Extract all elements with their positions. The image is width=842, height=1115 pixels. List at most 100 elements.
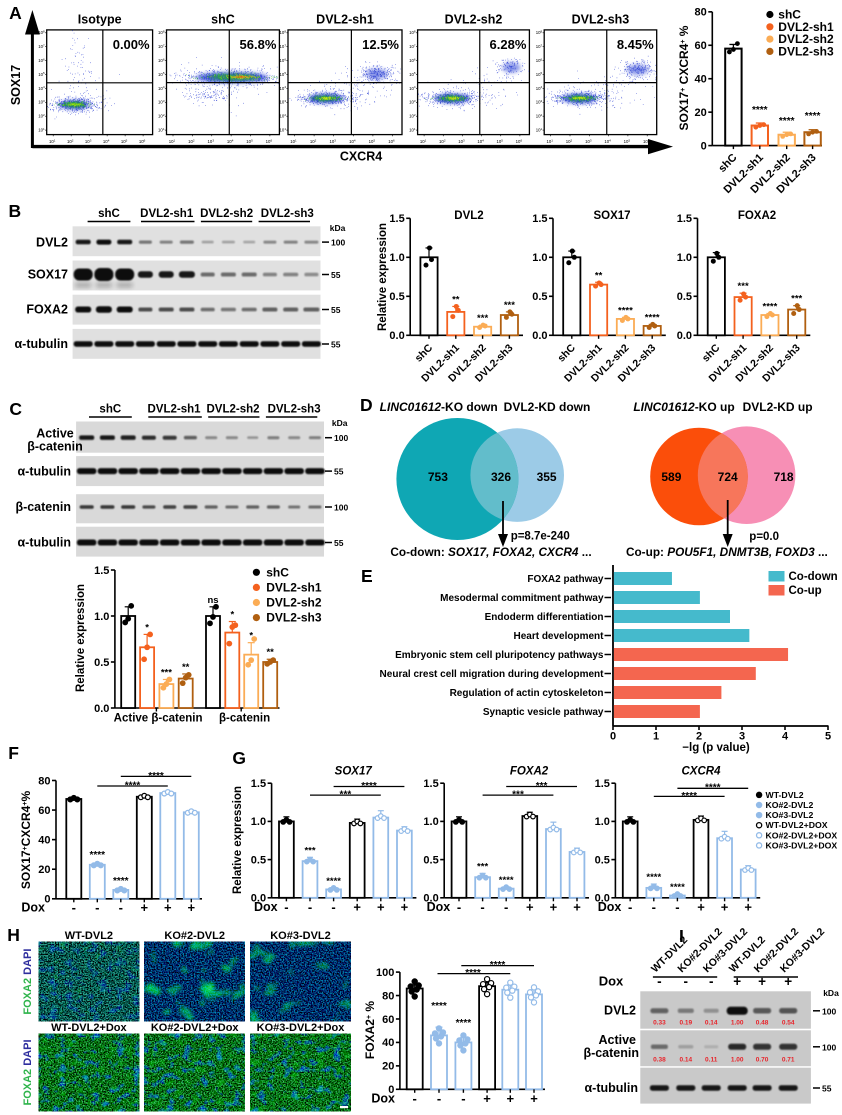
svg-text:-: - <box>657 974 662 989</box>
svg-text:105: 105 <box>158 71 165 77</box>
svg-text:103: 103 <box>536 99 543 105</box>
svg-text:0.48: 0.48 <box>756 1019 769 1026</box>
svg-text:0.11: 0.11 <box>705 1057 718 1064</box>
svg-text:105: 105 <box>121 139 128 145</box>
svg-text:+: + <box>353 900 361 915</box>
svg-text:Co-down: SOX17, FOXA2, CXCR4 .: Co-down: SOX17, FOXA2, CXCR4 ... <box>390 545 591 559</box>
svg-text:p=8.7e-240: p=8.7e-240 <box>511 531 570 543</box>
svg-text:105: 105 <box>536 71 543 77</box>
svg-text:2: 2 <box>696 731 702 743</box>
svg-text:108: 108 <box>536 30 543 36</box>
svg-text:CXCR4: CXCR4 <box>682 766 722 778</box>
svg-text:DVL2-sh3: DVL2-sh3 <box>268 404 321 416</box>
svg-text:***: *** <box>477 313 488 324</box>
svg-text:724: 724 <box>718 470 738 484</box>
svg-text:E: E <box>361 566 373 586</box>
svg-text:****: **** <box>431 1001 447 1012</box>
svg-text:108: 108 <box>38 30 45 36</box>
svg-text:106: 106 <box>516 139 523 145</box>
svg-text:Relative expression: Relative expression <box>75 584 87 692</box>
svg-text:20: 20 <box>382 1061 394 1073</box>
svg-text:Co-down: Co-down <box>789 571 838 583</box>
svg-text:102: 102 <box>158 113 165 119</box>
svg-text:FOXA2+ %: FOXA2+ % <box>363 1001 377 1059</box>
svg-text:kDa: kDa <box>332 418 348 428</box>
svg-text:5: 5 <box>825 731 831 743</box>
svg-text:****: **** <box>681 791 697 802</box>
svg-text:DVL2-sh1: DVL2-sh1 <box>147 404 201 416</box>
svg-text:Relative expression: Relative expression <box>377 223 389 331</box>
svg-text:0.5: 0.5 <box>423 854 438 866</box>
svg-text:DVL2-sh1: DVL2-sh1 <box>778 20 834 34</box>
svg-text:***: *** <box>512 790 524 801</box>
svg-text:0: 0 <box>44 894 50 906</box>
svg-text:DVL2-sh3: DVL2-sh3 <box>266 611 322 625</box>
svg-text:shC: shC <box>413 342 436 365</box>
svg-text:1.5: 1.5 <box>94 565 109 577</box>
svg-text:0.70: 0.70 <box>756 1057 769 1064</box>
svg-text:753: 753 <box>428 470 448 484</box>
svg-text:20: 20 <box>695 107 707 119</box>
svg-text:****: **** <box>90 850 106 861</box>
svg-text:3: 3 <box>739 731 745 743</box>
svg-text:100: 100 <box>376 967 394 979</box>
svg-text:Synaptic vesicle pathway: Synaptic vesicle pathway <box>483 707 604 718</box>
svg-text:1: 1 <box>653 731 659 743</box>
svg-text:103: 103 <box>38 99 45 105</box>
svg-text:****: **** <box>645 312 660 323</box>
svg-text:WT-DVL2: WT-DVL2 <box>65 930 113 942</box>
svg-text:*: * <box>145 622 149 633</box>
svg-text:****: **** <box>779 116 795 127</box>
svg-text:DVL2-sh2: DVL2-sh2 <box>200 208 253 220</box>
svg-text:0.5: 0.5 <box>595 854 610 866</box>
svg-text:104: 104 <box>349 139 356 145</box>
svg-text:589: 589 <box>661 470 681 484</box>
svg-text:0.0: 0.0 <box>423 893 438 905</box>
svg-text:103: 103 <box>158 99 165 105</box>
svg-text:DVL2-sh2: DVL2-sh2 <box>206 404 259 416</box>
svg-text:KO#3-DVL2: KO#3-DVL2 <box>766 810 814 820</box>
svg-text:****: **** <box>113 876 129 887</box>
svg-text:80: 80 <box>38 775 50 787</box>
svg-text:DVL2-sh1: DVL2-sh1 <box>316 13 374 27</box>
svg-text:SOX17: SOX17 <box>9 65 23 105</box>
svg-text:0.14: 0.14 <box>679 1057 692 1064</box>
svg-text:**: ** <box>595 270 603 281</box>
svg-text:shC: shC <box>778 8 801 22</box>
svg-text:0.14: 0.14 <box>705 1019 718 1026</box>
svg-text:*: * <box>230 610 234 621</box>
svg-text:107: 107 <box>536 43 543 49</box>
svg-text:102: 102 <box>310 139 317 145</box>
svg-text:Co-up: POU5F1, DNMT3B, FOXD3 .: Co-up: POU5F1, DNMT3B, FOXD3 ... <box>626 545 828 559</box>
svg-text:-: - <box>628 900 632 915</box>
svg-text:108: 108 <box>158 30 165 36</box>
svg-text:β-catenin: β-catenin <box>15 500 71 514</box>
svg-text:+: + <box>377 900 385 915</box>
svg-text:6.28%: 6.28% <box>490 37 527 52</box>
svg-text:KO#2-DVL2: KO#2-DVL2 <box>164 930 225 942</box>
svg-text:SOX17: SOX17 <box>28 268 68 282</box>
svg-text:shC: shC <box>700 342 723 365</box>
svg-text:105: 105 <box>280 71 287 77</box>
svg-text:-: - <box>119 900 123 915</box>
svg-text:ns: ns <box>207 595 218 606</box>
svg-text:0.0: 0.0 <box>677 330 692 342</box>
svg-text:****: **** <box>465 968 481 979</box>
svg-text:+: + <box>483 1091 491 1106</box>
svg-text:+: + <box>164 900 172 915</box>
svg-text:-: - <box>461 1091 465 1106</box>
svg-text:*: * <box>249 631 253 642</box>
svg-text:****: **** <box>618 305 633 316</box>
svg-text:102: 102 <box>280 113 287 119</box>
svg-text:****: **** <box>361 781 377 792</box>
svg-text:FOXA2: FOXA2 <box>510 766 549 778</box>
svg-text:0.5: 0.5 <box>251 854 266 866</box>
svg-text:-: - <box>308 900 312 915</box>
svg-text:DVL2-sh1: DVL2-sh1 <box>266 580 322 594</box>
svg-text:1.0: 1.0 <box>389 252 404 264</box>
svg-text:107: 107 <box>158 43 165 49</box>
svg-text:KO#2-DVL2: KO#2-DVL2 <box>766 800 814 810</box>
svg-text:α-tubulin: α-tubulin <box>18 536 72 550</box>
svg-text:WT-DVL2+DOX: WT-DVL2+DOX <box>766 820 828 830</box>
svg-text:101: 101 <box>290 139 297 145</box>
